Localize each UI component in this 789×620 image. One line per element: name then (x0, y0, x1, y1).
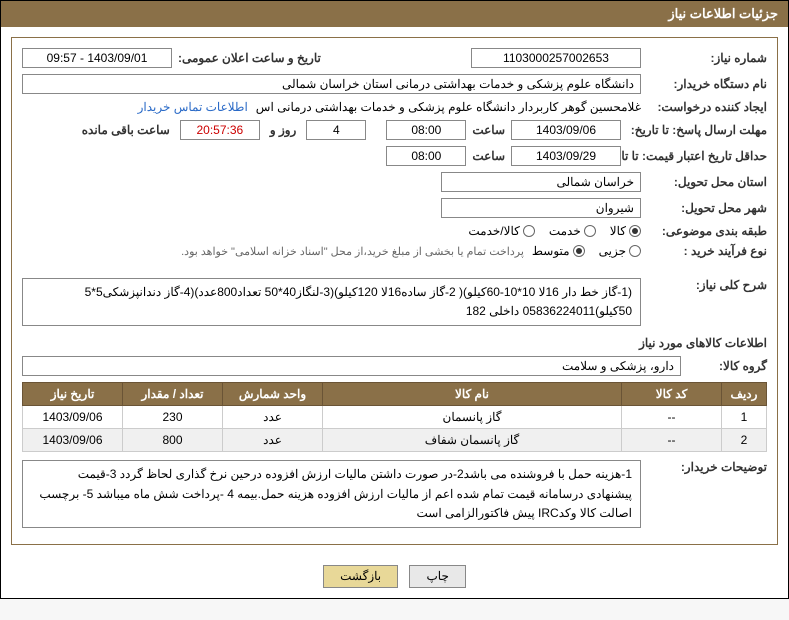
radio-medium[interactable]: متوسط (532, 244, 585, 258)
general-desc-label: شرح کلی نیاز: (647, 278, 767, 292)
announce-date-label: تاریخ و ساعت اعلان عمومی: (178, 51, 321, 65)
countdown-timer: 20:57:36 (180, 120, 260, 140)
radio-dot-icon (629, 225, 641, 237)
row-buyer-org: نام دستگاه خریدار: دانشگاه علوم پزشکی و … (22, 74, 767, 94)
row-category: طبقه بندی موضوعی: کالا خدمت کالا/خدمت (22, 224, 767, 238)
cell-date: 1403/09/06 (23, 406, 123, 429)
row-general-desc: شرح کلی نیاز: (1-گاز خط دار 16لا 10*10-6… (22, 278, 767, 326)
button-bar: چاپ بازگشت (1, 555, 788, 598)
th-date: تاریخ نیاز (23, 383, 123, 406)
radio-minor[interactable]: جزیی (599, 244, 641, 258)
cell-name: گاز پانسمان (323, 406, 622, 429)
items-section-title: اطلاعات کالاهای مورد نیاز (22, 336, 767, 350)
th-code: کد کالا (622, 383, 722, 406)
th-unit: واحد شمارش (223, 383, 323, 406)
row-requester: ایجاد کننده درخواست: غلامحسین گوهر کاربر… (22, 100, 767, 114)
page-header: جزئیات اطلاعات نیاز (1, 1, 788, 27)
cell-name: گاز پانسمان شفاف (323, 429, 622, 452)
row-delivery-province: استان محل تحویل: خراسان شمالی (22, 172, 767, 192)
need-number-field: 1103000257002653 (471, 48, 641, 68)
radio-dot-icon (573, 245, 585, 257)
table-row: 2--گاز پانسمان شفافعدد8001403/09/06 (23, 429, 767, 452)
contact-link[interactable]: اطلاعات تماس خریدار (138, 100, 248, 114)
row-reply-deadline: مهلت ارسال پاسخ: تا تاریخ: 1403/09/06 سا… (22, 120, 767, 140)
delivery-city-label: شهر محل تحویل: (647, 201, 767, 215)
spacer (22, 264, 767, 278)
cell-row: 1 (722, 406, 767, 429)
radio-goods[interactable]: کالا (610, 224, 641, 238)
category-radio-group: کالا خدمت کالا/خدمت (468, 224, 641, 238)
price-validity-date: 1403/09/29 (511, 146, 621, 166)
general-desc-field: (1-گاز خط دار 16لا 10*10-60کیلو)( 2-گاز … (22, 278, 641, 326)
print-button[interactable]: چاپ (409, 565, 465, 588)
radio-dot-icon (523, 225, 535, 237)
row-buyer-notes: توضیحات خریدار: 1-هزینه حمل با فروشنده م… (22, 460, 767, 528)
requester-field: غلامحسین گوهر کاربردار دانشگاه علوم پزشک… (256, 100, 641, 114)
category-label: طبقه بندی موضوعی: (647, 224, 767, 238)
radio-service[interactable]: خدمت (549, 224, 596, 238)
cell-code: -- (622, 429, 722, 452)
countdown-group: 4 روز و 20:57:36 ساعت باقی مانده (76, 120, 367, 140)
row-goods-group: گروه کالا: دارو، پزشکی و سلامت (22, 356, 767, 376)
price-validity-time: 08:00 (386, 146, 466, 166)
back-button[interactable]: بازگشت (323, 565, 398, 588)
need-number-label: شماره نیاز: (647, 51, 767, 65)
row-need-number: شماره نیاز: 1103000257002653 تاریخ و ساع… (22, 48, 767, 68)
buyer-notes-field: 1-هزینه حمل با فروشنده می باشد2-در صورت … (22, 460, 641, 528)
goods-group-field: دارو، پزشکی و سلامت (22, 356, 681, 376)
buyer-org-field: دانشگاه علوم پزشکی و خدمات بهداشتی درمان… (22, 74, 641, 94)
reply-deadline-time: 08:00 (386, 120, 466, 140)
cell-date: 1403/09/06 (23, 429, 123, 452)
radio-dot-icon (584, 225, 596, 237)
days-and-label: روز و (270, 123, 297, 137)
row-purchase-type: نوع فرآیند خرید : جزیی متوسط پرداخت تمام… (22, 244, 767, 258)
row-price-validity: حداقل تاریخ اعتبار قیمت: تا تاریخ: 1403/… (22, 146, 767, 166)
purchase-type-label: نوع فرآیند خرید : (647, 244, 767, 258)
cell-code: -- (622, 406, 722, 429)
row-delivery-city: شهر محل تحویل: شیروان (22, 198, 767, 218)
table-header-row: ردیف کد کالا نام کالا واحد شمارش تعداد /… (23, 383, 767, 406)
days-remaining: 4 (306, 120, 366, 140)
reply-deadline-label: مهلت ارسال پاسخ: تا تاریخ: (627, 123, 767, 137)
price-validity-label: حداقل تاریخ اعتبار قیمت: تا تاریخ: (627, 149, 767, 163)
main-container: جزئیات اطلاعات نیاز شماره نیاز: 11030002… (0, 0, 789, 599)
radio-goods-service[interactable]: کالا/خدمت (468, 224, 534, 238)
buyer-notes-label: توضیحات خریدار: (647, 460, 767, 474)
delivery-province-field: خراسان شمالی (441, 172, 641, 192)
delivery-city-field: شیروان (441, 198, 641, 218)
cell-unit: عدد (223, 406, 323, 429)
content-panel: شماره نیاز: 1103000257002653 تاریخ و ساع… (11, 37, 778, 545)
goods-group-label: گروه کالا: (687, 359, 767, 373)
th-name: نام کالا (323, 383, 622, 406)
items-table: ردیف کد کالا نام کالا واحد شمارش تعداد /… (22, 382, 767, 452)
cell-unit: عدد (223, 429, 323, 452)
purchase-type-radio-group: جزیی متوسط (532, 244, 641, 258)
requester-label: ایجاد کننده درخواست: (647, 100, 767, 114)
purchase-note: پرداخت تمام یا بخشی از مبلغ خرید،از محل … (181, 245, 524, 258)
radio-dot-icon (629, 245, 641, 257)
cell-row: 2 (722, 429, 767, 452)
delivery-province-label: استان محل تحویل: (647, 175, 767, 189)
cell-qty: 800 (123, 429, 223, 452)
th-qty: تعداد / مقدار (123, 383, 223, 406)
remaining-label: ساعت باقی مانده (82, 123, 170, 137)
page-title: جزئیات اطلاعات نیاز (668, 6, 778, 21)
table-row: 1--گاز پانسمانعدد2301403/09/06 (23, 406, 767, 429)
buyer-org-label: نام دستگاه خریدار: (647, 77, 767, 91)
time-label-2: ساعت (472, 149, 505, 163)
cell-qty: 230 (123, 406, 223, 429)
announce-date-field: 1403/09/01 - 09:57 (22, 48, 172, 68)
reply-deadline-date: 1403/09/06 (511, 120, 621, 140)
time-label-1: ساعت (472, 123, 505, 137)
th-row: ردیف (722, 383, 767, 406)
